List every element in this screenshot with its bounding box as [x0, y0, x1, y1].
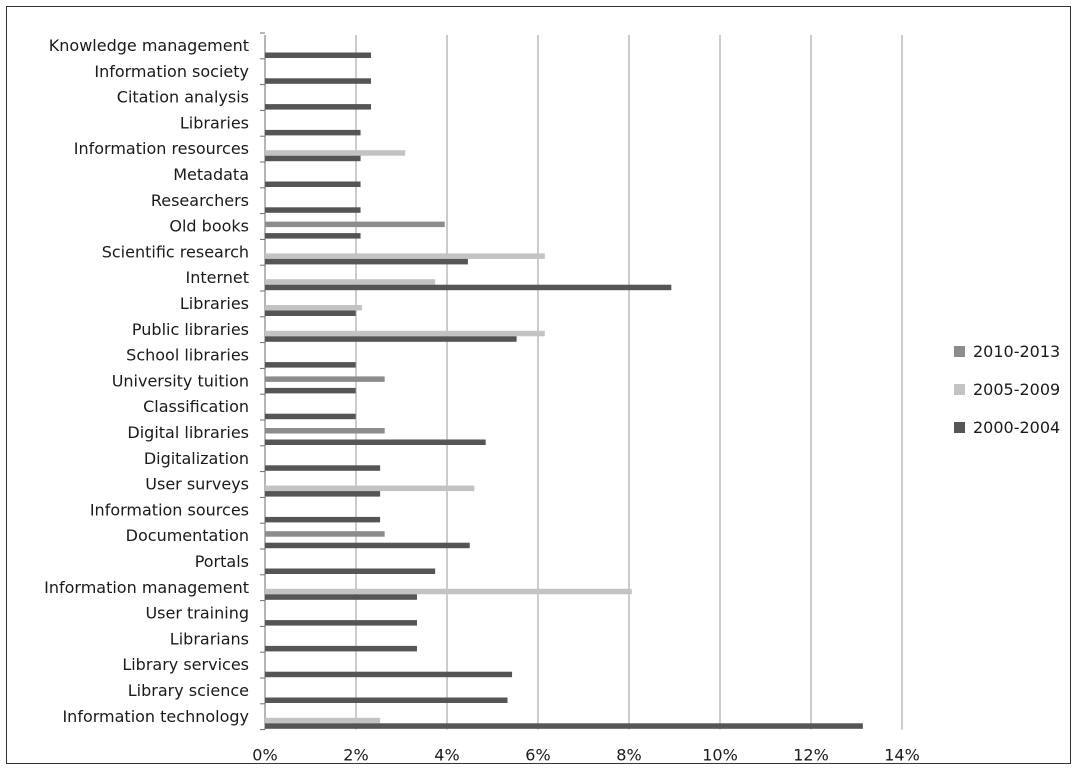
bar — [265, 568, 436, 574]
bar — [265, 233, 361, 239]
legend-label: 2005-2009 — [973, 380, 1060, 399]
chart-frame: Knowledge management Information society C… — [6, 6, 1071, 765]
category-label: Documentation — [126, 526, 249, 545]
bar — [265, 181, 361, 187]
category-label: Information sources — [90, 500, 249, 519]
bar — [265, 207, 361, 213]
bar — [265, 52, 372, 58]
bar — [265, 279, 436, 285]
category-labels: Knowledge management Information society C… — [44, 36, 249, 726]
x-tick-label: 14% — [884, 746, 920, 765]
category-label: Information society — [94, 62, 249, 81]
bar — [265, 221, 445, 228]
bar — [265, 413, 356, 420]
category-label: Citation analysis — [117, 88, 249, 107]
category-label: Researchers — [151, 191, 249, 210]
category-label: Knowledge management — [49, 36, 249, 55]
bar — [265, 645, 417, 652]
bar — [265, 671, 513, 678]
bar — [265, 104, 372, 110]
x-axis-tick-labels: 0% 2% 4% 6% 8% 10% 12% 14% — [252, 746, 919, 765]
legend-item: 2005-2009 — [954, 380, 1060, 399]
category-label: Digital libraries — [127, 423, 249, 442]
bars — [265, 52, 863, 729]
category-label: Information management — [44, 578, 249, 597]
bar — [265, 491, 381, 497]
category-label: Classification — [143, 397, 249, 416]
bar — [265, 516, 381, 523]
bar — [265, 387, 356, 394]
legend-swatch — [954, 422, 965, 433]
category-label: Libraries — [180, 113, 249, 132]
bar — [265, 717, 381, 724]
bar — [265, 330, 545, 337]
x-tick-label: 4% — [434, 746, 459, 765]
category-label: Public libraries — [132, 320, 249, 339]
bar — [265, 723, 863, 729]
bar — [265, 129, 361, 136]
category-label: University tuition — [112, 371, 249, 390]
bar — [265, 305, 362, 311]
bar-chart: Knowledge management Information society C… — [44, 32, 1060, 765]
bar — [265, 258, 468, 265]
category-label: Portals — [195, 552, 249, 571]
bar — [265, 310, 356, 316]
category-label: School libraries — [126, 346, 249, 365]
bar — [265, 362, 356, 368]
legend-swatch — [954, 346, 965, 357]
legend-item: 2000-2004 — [954, 418, 1060, 437]
category-label: Information resources — [74, 139, 249, 158]
bar — [265, 439, 486, 445]
x-tick-label: 10% — [702, 746, 738, 765]
category-label: Old books — [169, 217, 249, 236]
bar — [265, 376, 385, 382]
category-label: Internet — [185, 268, 249, 287]
category-label: Library services — [122, 655, 249, 674]
x-tick-label: 2% — [343, 746, 368, 765]
bar — [265, 428, 385, 434]
bar — [265, 697, 508, 703]
bar — [265, 253, 545, 259]
category-label: Librarians — [170, 629, 249, 648]
legend-item: 2010-2013 — [954, 342, 1060, 361]
category-label: Metadata — [173, 165, 249, 184]
category-label: Digitalization — [144, 449, 249, 468]
legend: 2010-2013 2005-2009 2000-2004 — [954, 342, 1060, 437]
bar — [265, 78, 372, 84]
legend-swatch — [954, 384, 965, 395]
bar — [265, 542, 470, 549]
bar — [265, 155, 361, 162]
legend-label: 2010-2013 — [973, 342, 1060, 361]
x-tick-label: 0% — [252, 746, 277, 765]
bar — [265, 284, 672, 291]
category-label: Information technology — [62, 707, 249, 726]
bar — [265, 485, 475, 492]
x-tick-label: 8% — [616, 746, 641, 765]
category-label: User training — [145, 604, 249, 623]
category-label: Scientific research — [102, 242, 249, 261]
bar — [265, 531, 385, 537]
legend-label: 2000-2004 — [973, 418, 1060, 437]
bar — [265, 150, 406, 156]
category-label: Libraries — [180, 294, 249, 313]
category-label: Library science — [128, 681, 249, 700]
bar — [265, 588, 632, 595]
bar — [265, 336, 517, 342]
bar — [265, 620, 417, 626]
bar — [265, 465, 381, 471]
category-label: User surveys — [145, 475, 249, 494]
x-tick-label: 6% — [525, 746, 550, 765]
bar — [265, 594, 417, 600]
x-tick-label: 12% — [793, 746, 829, 765]
